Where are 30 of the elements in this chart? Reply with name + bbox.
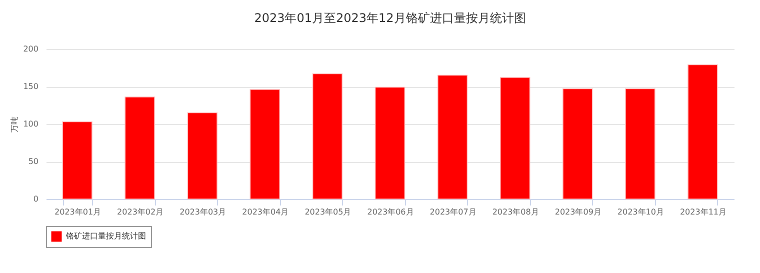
x-tick-label: 2023年02月 (117, 208, 164, 216)
legend-label: 铬矿进口量按月统计图 (65, 232, 146, 240)
y-tick-label: 150 (23, 82, 38, 91)
bar (124, 96, 155, 200)
bar (374, 86, 406, 200)
x-tick-label: 2023年09月 (554, 208, 602, 216)
x-tick-label: 2023年06月 (367, 208, 414, 216)
bar (62, 121, 92, 200)
x-tick-label: 2023年11月 (680, 208, 726, 216)
bar (312, 73, 343, 200)
y-tick-label: 100 (23, 120, 38, 128)
chart-title: 2023年01月至2023年12月铬矿进口量按月统计图 (254, 11, 526, 25)
bar (500, 77, 530, 200)
bar (187, 112, 218, 200)
y-tick-label: 200 (23, 44, 38, 54)
bar (250, 89, 280, 200)
x-tick-label: 2023年10月 (617, 208, 664, 216)
y-tick-label: 0 (33, 194, 38, 204)
y-tick-label: 50 (28, 157, 38, 166)
y-axis-title: 万吨 (10, 116, 20, 132)
x-tick-label: 2023年08月 (492, 208, 539, 216)
bar (625, 88, 656, 200)
bar (562, 88, 593, 200)
x-tick-label: 2023年03月 (180, 208, 226, 216)
x-tick-label: 2023年01月 (54, 208, 102, 216)
x-tick-label: 2023年07月 (430, 208, 476, 216)
x-tick-label: 2023年05月 (304, 208, 352, 216)
bar (688, 64, 718, 200)
bar (437, 74, 468, 200)
x-tick-label: 2023年04月 (242, 208, 289, 216)
